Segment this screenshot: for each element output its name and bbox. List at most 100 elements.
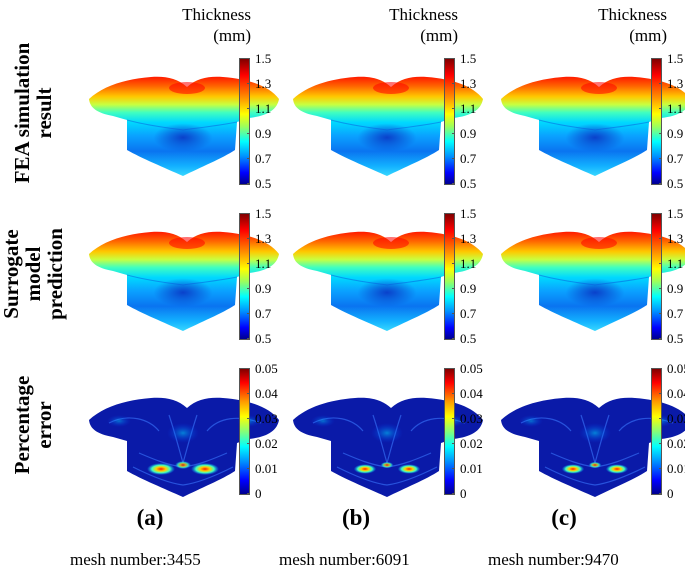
colorbar-tick-label: 0.9 [255,281,272,296]
colorbar-tick-label: 0.7 [460,306,477,321]
colorbar-tick-mark [659,58,662,59]
row-label-surrogate: Surrogate model prediction [0,228,67,320]
column-label-b: (b) [341,505,371,530]
colorbar-tick-label: 0.05 [460,361,483,376]
colorbar-tick-label: 0 [460,486,467,501]
colorbar-tick-mark [452,183,455,184]
error-glow [311,415,335,427]
colorbar-tick-mark [452,368,455,369]
colorbar-tick-label: 0.7 [460,151,477,166]
colorbar-tick-label: 0.7 [667,306,684,321]
surface-edge [538,274,650,286]
colorbar-tick-label: 0.04 [667,386,685,401]
thickness-colorbar [444,213,455,340]
colorbar-tick-label: 1.3 [255,76,272,91]
colorbar-tick-label: 1.1 [460,101,477,116]
surface-edge [330,119,442,131]
thickness-colorbar [444,58,455,185]
error-glow [371,423,403,443]
colorbar-tick-mark [659,313,662,314]
colorbar-tick-label: 0.02 [255,436,278,451]
thick-crest [581,82,617,94]
unit-title-col-a: Thickness (mm) [182,5,251,45]
surface-plot [293,76,483,176]
colorbar-tick-mark [452,493,455,494]
colorbar-tick-label: 1.5 [460,51,477,66]
colorbar-tick-label: 0.5 [667,176,684,191]
surface-plot [89,397,279,497]
error-hotspot [561,464,585,474]
colorbar-tick-mark [452,83,455,84]
colorbar-tick-mark [452,443,455,444]
colorbar-tick-label: 1.5 [255,51,272,66]
colorbar-tick-label: 1.5 [255,206,272,221]
colorbar-tick-mark [659,338,662,339]
thick-crest [169,82,205,94]
colorbar-tick-label: 0.9 [255,126,272,141]
colorbar-tick-label: 1.1 [255,101,272,116]
colorbar-tick-mark [452,108,455,109]
error-glow [107,415,131,427]
error-hotspot [397,464,421,474]
colorbar-tick-mark [247,418,250,419]
colorbar-tick-label: 0 [255,486,262,501]
colorbar-tick-label: 0.03 [460,411,483,426]
colorbar-tick-label: 0.01 [255,461,278,476]
colorbar-tick-label: 0.04 [460,386,483,401]
mesh-number-b: mesh number:6091 [279,550,410,569]
error-hotspot [191,463,219,475]
colorbar-tick-label: 1.1 [255,256,272,271]
colorbar-tick-label: 0.9 [460,126,477,141]
colorbar-tick-mark [452,133,455,134]
surface-plot [501,397,685,497]
colorbar-tick-mark [247,368,250,369]
error-glow [519,415,543,427]
column-label-c: (c) [551,505,577,530]
colorbar-tick-mark [452,288,455,289]
colorbar-tick-label: 0.9 [460,281,477,296]
column-label-a: (a) [136,505,164,530]
colorbar-tick-mark [247,468,250,469]
error-glow [579,423,611,443]
colorbar-tick-mark [659,133,662,134]
row-label-fea: FEA simulation result [10,42,56,184]
surface-plot [293,231,483,331]
error-hotspot [605,464,629,474]
thin-region [341,112,433,156]
colorbar-tick-label: 1.3 [667,231,684,246]
error-colorbar [651,368,662,495]
error-surface [89,397,279,497]
surface-plot [89,76,279,176]
colorbar-tick-mark [452,468,455,469]
colorbar-tick-mark [247,238,250,239]
unit-title-col-c: Thickness (mm) [598,5,667,45]
error-hotspot [380,461,394,469]
colorbar-tick-mark [247,338,250,339]
colorbar-tick-mark [452,58,455,59]
mesh-number-a: mesh number:3455 [70,550,201,569]
colorbar-tick-mark [659,183,662,184]
unit-title-col-b: Thickness (mm) [389,5,458,45]
colorbar-tick-mark [659,238,662,239]
colorbar-tick-label: 1.1 [667,256,684,271]
colorbar-tick-mark [452,418,455,419]
colorbar-tick-mark [247,288,250,289]
thick-crest [169,237,205,249]
thickness-colorbar [651,213,662,340]
colorbar-tick-mark [659,108,662,109]
thick-crest [373,82,409,94]
error-colorbar [239,368,250,495]
error-glow [167,423,199,443]
thin-region [549,267,641,311]
colorbar-tick-mark [247,493,250,494]
thickness-colorbar [239,213,250,340]
colorbar-tick-label: 0 [667,486,674,501]
colorbar-tick-mark [659,468,662,469]
error-hotspot [588,461,602,469]
colorbar-tick-label: 0.5 [255,331,272,346]
colorbar-tick-mark [452,213,455,214]
error-hotspot [175,461,191,469]
colorbar-tick-label: 0.03 [667,411,685,426]
error-hotspot [353,464,377,474]
error-texture-line [336,466,438,486]
